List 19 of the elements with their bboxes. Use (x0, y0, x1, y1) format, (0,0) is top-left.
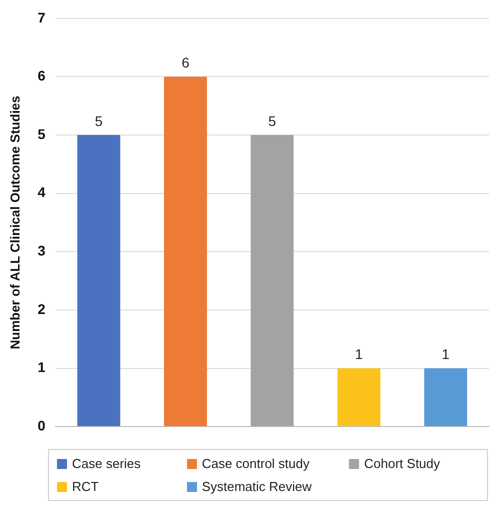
legend-label: Case series (72, 456, 141, 471)
y-tick-label: 1 (38, 359, 46, 376)
y-tick-label: 3 (38, 242, 46, 259)
y-tick-label: 5 (38, 126, 46, 142)
y-tick-label: 6 (38, 68, 46, 84)
data-label: 5 (268, 112, 276, 129)
legend-label: Systematic Review (202, 479, 312, 494)
data-label: 5 (94, 112, 103, 129)
y-tick-label: 2 (38, 300, 46, 317)
y-tick-label: 7 (38, 9, 46, 26)
data-label: 6 (182, 54, 190, 71)
legend-label: RCT (72, 479, 99, 494)
y-tick-label: 4 (38, 184, 46, 200)
y-tick-label: 0 (38, 417, 46, 434)
legend-label: Cohort Study (364, 456, 440, 471)
y-axis-title: Number of ALL Clinical Outcome Studies (7, 96, 22, 350)
data-label: 1 (442, 346, 450, 362)
data-label: 1 (355, 346, 364, 362)
legend-label: Case control study (202, 456, 310, 471)
